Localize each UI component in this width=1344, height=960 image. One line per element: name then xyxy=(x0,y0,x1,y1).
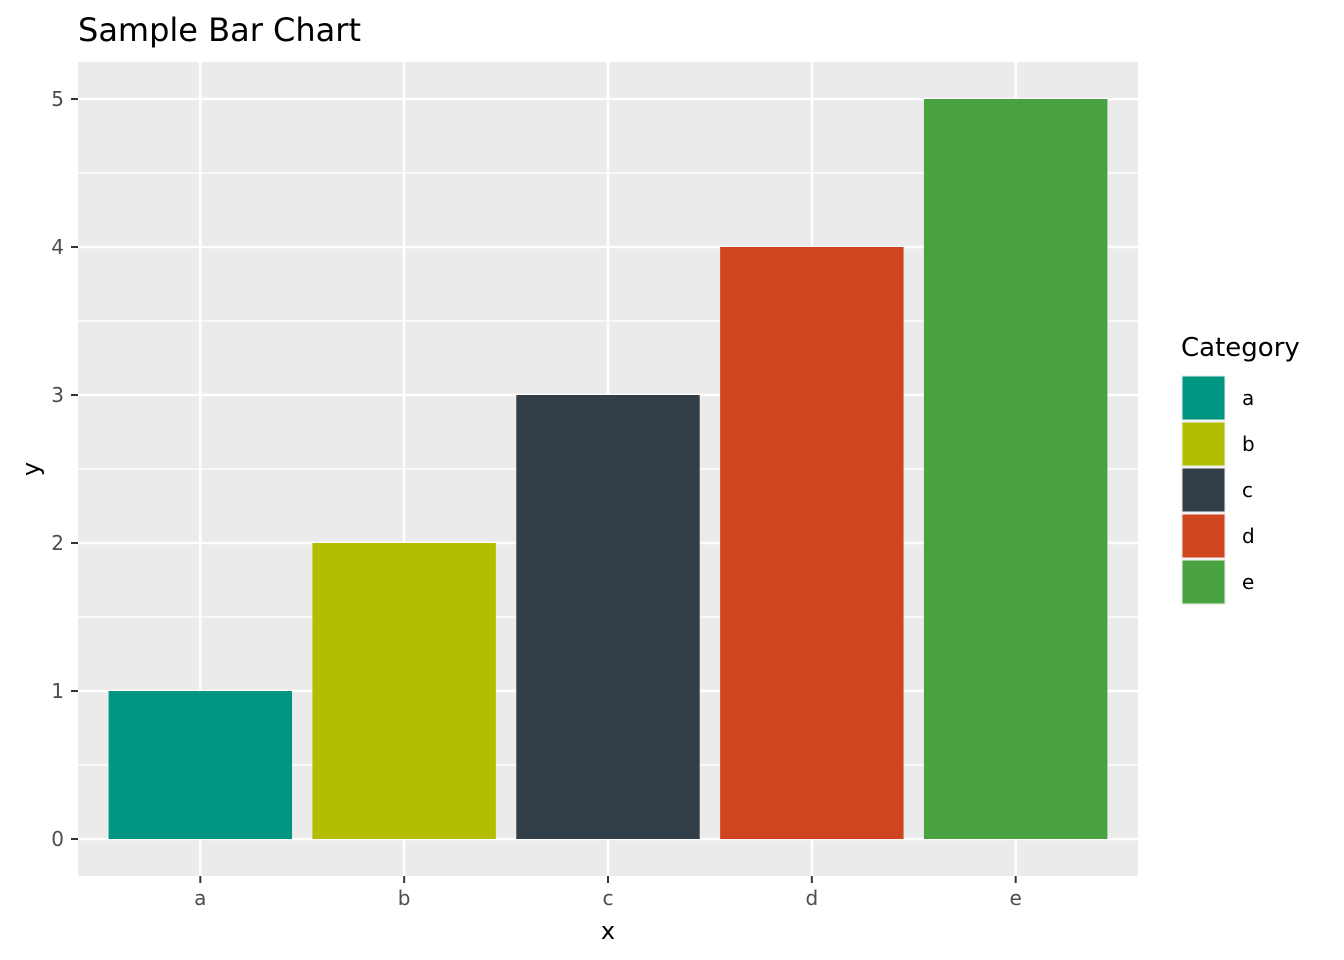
y-tick-label: 2 xyxy=(51,531,64,555)
legend-swatch-a xyxy=(1182,376,1225,420)
bar-d xyxy=(720,247,904,839)
y-axis-ticks: 0 1 2 3 4 5 xyxy=(51,87,78,851)
y-tick-label: 4 xyxy=(51,235,64,259)
legend-title: Category xyxy=(1181,333,1300,363)
legend-swatch-d xyxy=(1182,514,1225,558)
x-axis-ticks: a b c d e xyxy=(194,876,1022,910)
y-axis-title: y xyxy=(17,462,45,476)
x-tick-label: c xyxy=(603,886,614,910)
y-tick-label: 5 xyxy=(51,87,64,111)
y-tick-label: 0 xyxy=(51,827,64,851)
bar-c xyxy=(516,395,700,839)
x-tick-label: e xyxy=(1010,886,1022,910)
bar-a xyxy=(108,691,293,839)
legend-label-c: c xyxy=(1242,478,1253,502)
x-tick-label: d xyxy=(805,886,818,910)
y-tick-label: 1 xyxy=(51,679,64,703)
x-axis-title: x xyxy=(601,917,615,945)
bar-e xyxy=(923,99,1108,839)
chart-title: Sample Bar Chart xyxy=(78,11,361,49)
y-tick-label: 3 xyxy=(51,383,64,407)
legend-swatch-e xyxy=(1182,560,1225,604)
bar-b xyxy=(312,543,496,839)
legend-label-d: d xyxy=(1242,524,1255,548)
legend-swatch-b xyxy=(1182,422,1225,466)
legend-label-e: e xyxy=(1242,570,1254,594)
x-tick-label: a xyxy=(194,886,206,910)
legend-label-a: a xyxy=(1242,386,1254,410)
x-tick-label: b xyxy=(398,886,411,910)
legend-label-b: b xyxy=(1242,432,1255,456)
bars xyxy=(108,99,1108,839)
legend-swatch-c xyxy=(1182,468,1225,512)
